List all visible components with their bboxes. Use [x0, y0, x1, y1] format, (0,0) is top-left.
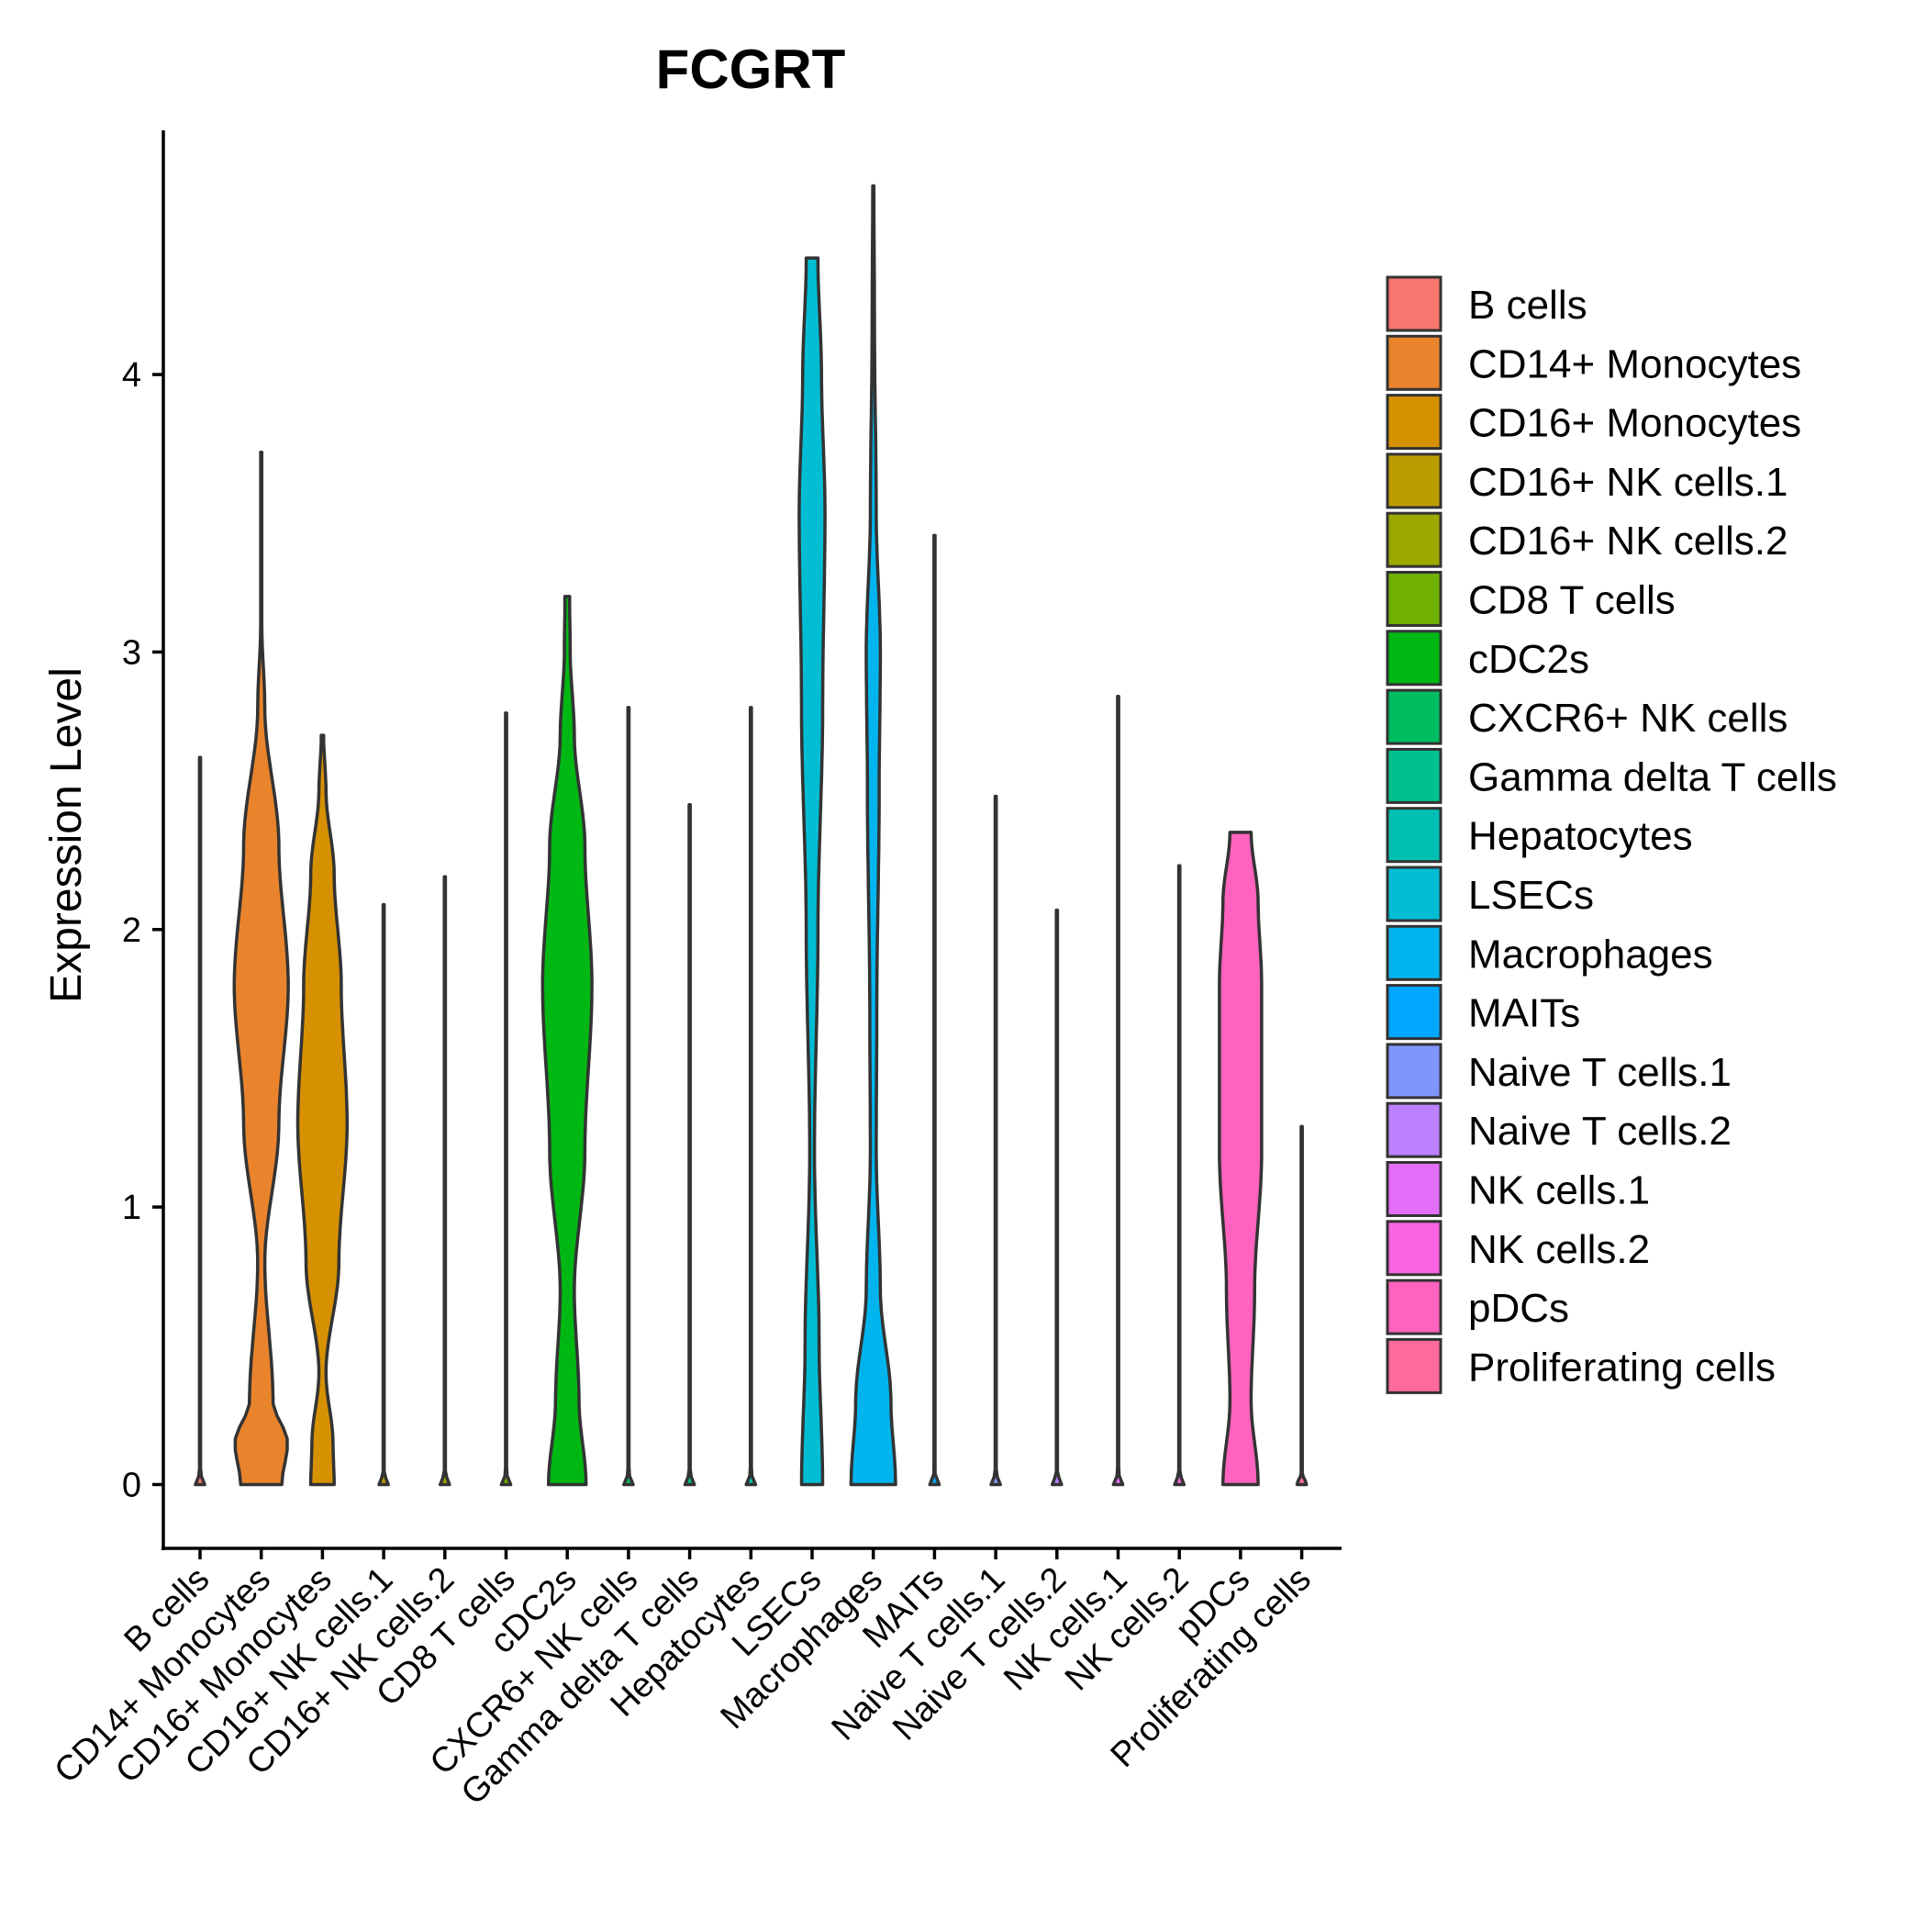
violin-gamma-delta-t-cells [683, 802, 696, 1487]
legend-swatch [1386, 1279, 1442, 1335]
violin-naive-t-cells-1 [989, 794, 1002, 1487]
violin-cxcr6-nk-cells [622, 706, 635, 1487]
legend-swatch [1386, 807, 1442, 864]
violin-pdcs [1218, 831, 1264, 1487]
legend-swatch [1386, 452, 1442, 509]
violin-hepatocytes [744, 706, 758, 1487]
legend-swatch [1386, 865, 1442, 922]
violin-nk-cells-1 [1111, 695, 1125, 1487]
y-tick-label: 1 [122, 1189, 141, 1227]
legend-swatch [1386, 984, 1442, 1041]
legend-label: Macrophages [1468, 932, 1713, 977]
violin-proliferating-cells [1295, 1124, 1309, 1487]
legend-swatch [1386, 1220, 1442, 1277]
legend: B cells CD14+ Monocytes CD16+ Monocytes CD1… [1386, 275, 1837, 1394]
violin-b-cells [194, 755, 206, 1487]
violin-cd14-monocytes [232, 450, 290, 1487]
violin-cd8-t-cells [499, 711, 513, 1487]
legend-label: CXCR6+ NK cells [1468, 696, 1788, 741]
legend-label: CD16+ Monocytes [1468, 401, 1801, 446]
legend-label: MAITs [1468, 991, 1580, 1036]
legend-swatch [1386, 275, 1442, 332]
legend-label: cDC2s [1468, 637, 1589, 682]
y-tick-label: 0 [122, 1466, 141, 1504]
violin-cd16-nk-cells-1 [377, 902, 390, 1487]
legend-label: CD14+ Monocytes [1468, 341, 1801, 386]
violin-cdc2s [540, 595, 594, 1487]
legend-swatch [1386, 924, 1442, 981]
legend-swatch [1386, 394, 1442, 451]
legend-label: NK cells.1 [1468, 1168, 1650, 1213]
violin-maits [928, 533, 941, 1487]
legend-label: LSECs [1468, 873, 1594, 918]
y-tick-label: 4 [122, 356, 141, 395]
legend-label: Hepatocytes [1468, 814, 1693, 859]
legend-swatch [1386, 747, 1442, 804]
violin-naive-t-cells-2 [1050, 908, 1064, 1487]
legend-swatch [1386, 334, 1442, 391]
legend-swatch [1386, 511, 1442, 568]
chart-title: FCGRT [656, 39, 846, 100]
legend-label: Naive T cells.1 [1468, 1050, 1732, 1095]
legend-label: CD16+ NK cells.2 [1468, 519, 1788, 564]
legend-label: B cells [1468, 283, 1587, 328]
violin-cd16-nk-cells-2 [438, 875, 451, 1487]
legend-label: CD16+ NK cells.1 [1468, 460, 1788, 505]
legend-swatch [1386, 688, 1442, 745]
legend-swatch [1386, 1043, 1442, 1100]
legend-swatch [1386, 571, 1442, 627]
legend-swatch [1386, 1161, 1442, 1217]
y-tick-label: 2 [122, 911, 141, 950]
legend-swatch [1386, 630, 1442, 687]
violin-cd16-monocytes [295, 733, 350, 1487]
violin-macrophages [849, 184, 897, 1487]
legend-label: CD8 T cells [1468, 578, 1676, 623]
legend-swatch [1386, 1337, 1442, 1394]
violins-group [194, 184, 1309, 1487]
legend-label: Proliferating cells [1468, 1345, 1776, 1390]
y-tick-label: 3 [122, 633, 141, 672]
legend-label: pDCs [1468, 1286, 1569, 1331]
legend-label: NK cells.2 [1468, 1227, 1650, 1272]
y-axis-label: Expression Level [42, 667, 91, 1003]
violin-nk-cells-2 [1173, 864, 1186, 1487]
legend-label: Gamma delta T cells [1468, 754, 1837, 799]
y-axis-ticks: 0 1 2 3 4 [122, 356, 163, 1504]
violin-lsecs [797, 256, 827, 1487]
legend-swatch [1386, 1101, 1442, 1158]
legend-label: Naive T cells.2 [1468, 1109, 1732, 1154]
